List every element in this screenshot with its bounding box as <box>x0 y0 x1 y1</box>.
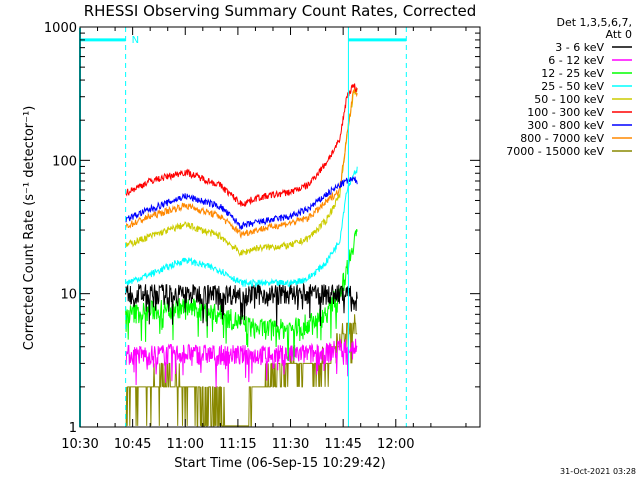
legend-header-2: Att 0 <box>606 28 632 41</box>
x-tick-label: 12:00 <box>377 437 414 452</box>
y-tick-label: 1 <box>69 421 77 436</box>
timestamp: 31-Oct-2021 03:28 <box>560 467 636 476</box>
legend-label: 12 - 25 keV <box>541 67 604 80</box>
series-line-3 <box>125 166 358 288</box>
y-tick-label: 10 <box>60 288 77 303</box>
y-axis-label: Corrected Count Rate (s⁻¹ detector⁻¹) <box>22 106 37 351</box>
series-line-0 <box>125 282 358 327</box>
series-line-6 <box>125 176 358 230</box>
legend-label: 300 - 800 keV <box>527 119 604 132</box>
y-tick-label: 1000 <box>44 21 77 36</box>
plot-frame <box>79 26 481 428</box>
legend-label: 3 - 6 keV <box>555 41 604 54</box>
series-line-5 <box>125 83 358 208</box>
series-line-4 <box>125 88 358 257</box>
series-line-1 <box>125 338 358 388</box>
chart-title: RHESSI Observing Summary Count Rates, Co… <box>84 2 477 20</box>
x-tick-label: 11:45 <box>324 437 361 452</box>
y-tick-label: 100 <box>52 154 77 169</box>
legend-label: 25 - 50 keV <box>541 80 604 93</box>
legend-label: 50 - 100 keV <box>534 93 604 106</box>
legend-label: 800 - 7000 keV <box>520 132 604 145</box>
x-tick-label: 11:30 <box>272 437 309 452</box>
legend-label: 100 - 300 keV <box>527 106 604 119</box>
x-tick-label: 11:00 <box>167 437 204 452</box>
series-line-8 <box>125 314 358 427</box>
x-tick-label: 10:45 <box>114 437 151 452</box>
series-line-7 <box>125 87 358 239</box>
x-tick-label: 11:15 <box>219 437 256 452</box>
night-label: N <box>132 35 139 46</box>
legend-label: 7000 - 15000 keV <box>506 145 604 158</box>
x-tick-label: 10:30 <box>61 437 98 452</box>
legend-header-1: Det 1,3,5,6,7, <box>556 16 632 29</box>
legend-label: 6 - 12 keV <box>548 54 604 67</box>
x-axis-label: Start Time (06-Sep-15 10:29:42) <box>174 456 385 471</box>
